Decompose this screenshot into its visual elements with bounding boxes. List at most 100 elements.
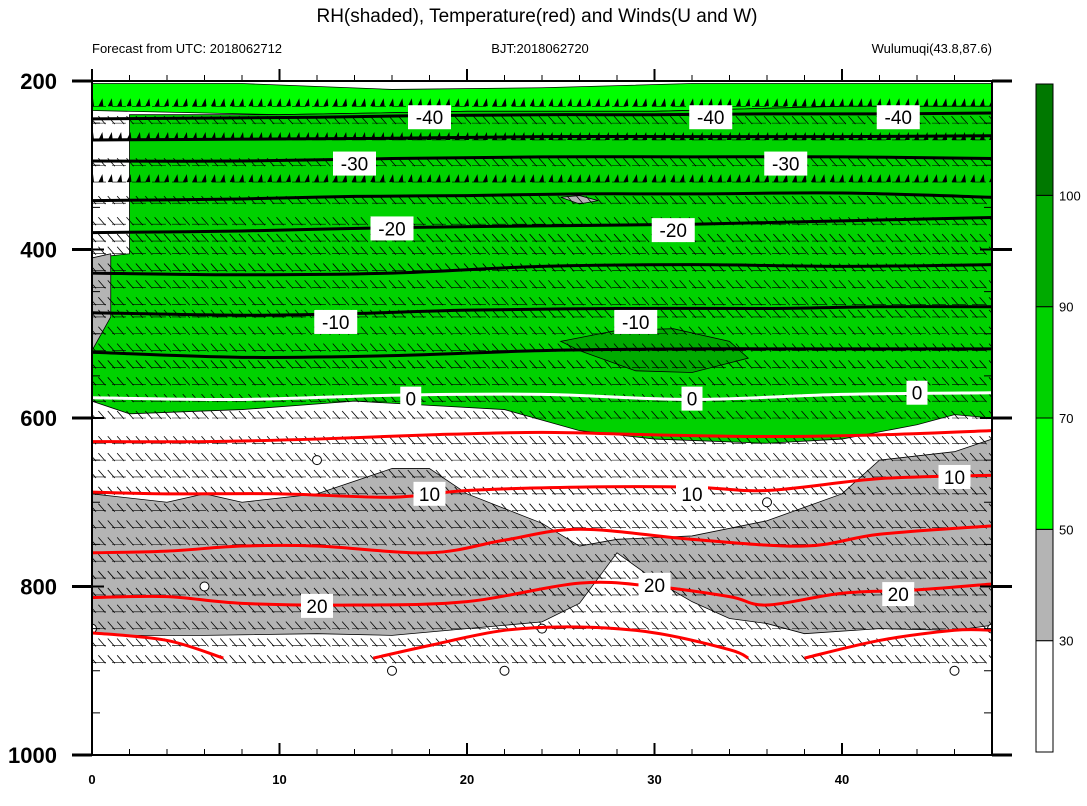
wind-barb xyxy=(716,246,725,255)
wind-barb xyxy=(116,469,125,479)
wind-barb xyxy=(266,410,275,420)
wind-barb xyxy=(932,638,941,647)
wind-barb xyxy=(754,638,762,647)
wind-barb xyxy=(332,655,341,664)
wind-barb xyxy=(735,621,744,630)
wind-barb xyxy=(116,587,125,597)
wind-barb xyxy=(454,553,462,563)
x-tick-label: 20 xyxy=(460,772,474,787)
wind-barb xyxy=(660,98,666,107)
wind-barb xyxy=(735,520,744,529)
wind-barb xyxy=(951,436,959,445)
wind-barb xyxy=(632,410,641,420)
wind-barb xyxy=(876,377,884,386)
contour-label: -40 xyxy=(689,105,733,130)
temperature-contour xyxy=(92,631,224,660)
wind-barb xyxy=(838,233,847,243)
wind-barb xyxy=(351,280,359,289)
wind-barb xyxy=(182,621,191,630)
wind-barb xyxy=(838,655,847,664)
wind-barb xyxy=(482,326,491,336)
wind-barb xyxy=(482,655,491,664)
wind-barb xyxy=(660,296,669,306)
wind-barb xyxy=(426,655,434,664)
wind-barb xyxy=(595,174,601,183)
wind-barb xyxy=(126,377,134,386)
wind-barb xyxy=(566,520,575,529)
wind-barb xyxy=(557,216,566,226)
wind-barb xyxy=(304,553,312,563)
wind-barb xyxy=(173,343,181,352)
wind-barb xyxy=(416,655,425,664)
wind-barb xyxy=(716,410,725,420)
wind-barb xyxy=(191,587,200,597)
wind-barb xyxy=(576,469,584,479)
wind-barb xyxy=(576,638,584,647)
wind-barb xyxy=(126,326,134,336)
wind-barb xyxy=(435,452,444,462)
wind-barb xyxy=(885,436,894,445)
wind-barb xyxy=(810,280,819,289)
wind-barb xyxy=(210,246,219,255)
wind-barb xyxy=(182,503,191,512)
wind-barb xyxy=(791,195,800,205)
wind-barb xyxy=(398,638,406,647)
wind-barb xyxy=(341,587,350,597)
wind-barb xyxy=(351,553,359,563)
wind-barb xyxy=(754,452,762,462)
wind-barb xyxy=(388,360,397,369)
wind-barb xyxy=(360,377,369,386)
wind-barb xyxy=(960,326,969,336)
wind-barb xyxy=(379,570,387,580)
wind-barb xyxy=(341,486,350,496)
wind-barb xyxy=(979,486,987,496)
wind-barb xyxy=(369,520,378,529)
wind-barb xyxy=(379,263,387,272)
contour-label-text: 10 xyxy=(419,485,440,506)
wind-barb xyxy=(164,98,169,107)
wind-barb xyxy=(595,98,601,107)
wind-barb xyxy=(698,410,706,420)
wind-barb xyxy=(267,174,273,183)
wind-barb xyxy=(904,174,910,183)
wind-barb xyxy=(529,377,537,386)
wind-barb xyxy=(669,360,678,369)
wind-barb xyxy=(669,436,678,445)
wind-barb xyxy=(398,343,406,352)
wind-barb xyxy=(116,343,125,352)
wind-barb xyxy=(669,638,678,647)
wind-barb xyxy=(529,537,537,546)
wind-barb xyxy=(848,195,856,205)
wind-barb xyxy=(248,216,256,226)
wind-barb xyxy=(482,157,491,167)
wind-barb xyxy=(219,296,228,306)
wind-barb xyxy=(454,280,462,289)
wind-barb xyxy=(876,157,884,167)
wind-barb xyxy=(182,377,191,386)
wind-barb xyxy=(773,309,781,319)
wind-barb xyxy=(604,570,612,580)
wind-barb xyxy=(763,360,772,369)
wind-barb xyxy=(782,410,791,420)
wind-barb xyxy=(144,655,153,664)
wind-barb xyxy=(791,604,800,614)
wind-barb xyxy=(154,246,162,255)
wind-barb xyxy=(248,263,256,272)
wind-barb xyxy=(248,296,256,306)
wind-barb xyxy=(960,296,969,306)
wind-barb xyxy=(323,469,331,479)
wind-barb xyxy=(144,343,153,352)
wind-barb xyxy=(876,469,884,479)
wind-barb xyxy=(266,520,275,529)
wind-barb xyxy=(538,638,547,647)
wind-barb xyxy=(398,246,406,255)
wind-barb xyxy=(857,452,866,462)
wind-barb xyxy=(885,503,894,512)
wind-barb xyxy=(876,174,882,183)
wind-barb xyxy=(913,157,922,167)
wind-barb xyxy=(323,655,331,664)
wind-barb xyxy=(904,410,912,420)
wind-barb xyxy=(885,233,894,243)
wind-barb xyxy=(219,343,228,352)
wind-barb xyxy=(416,246,425,255)
